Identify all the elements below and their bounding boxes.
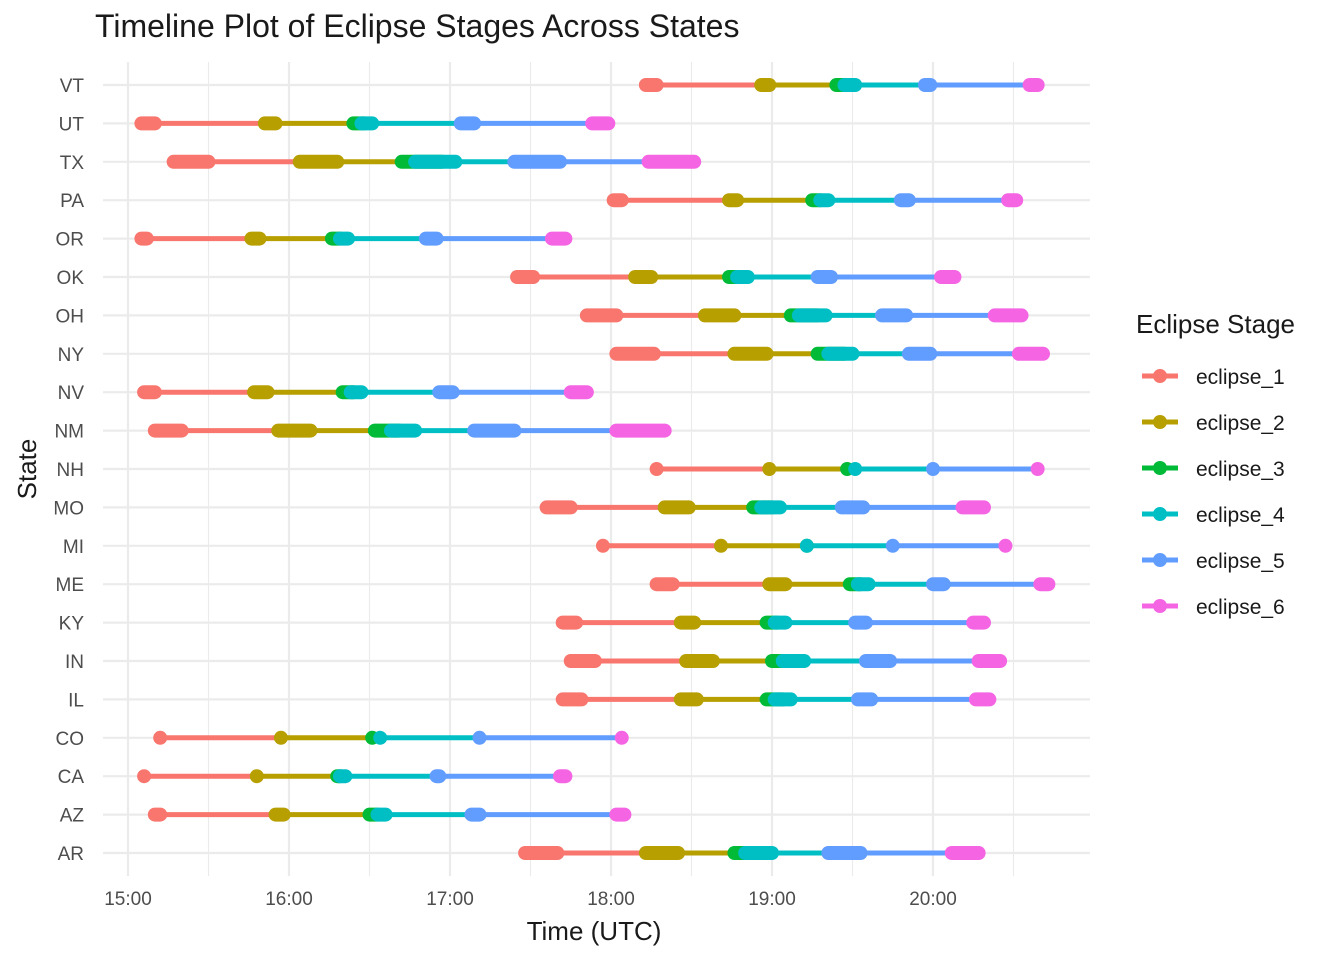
y-axis: VT UT TX PA OR OK OH NY NV NM NH MO MI ME KY IN IL CO CA AZ… bbox=[53, 76, 84, 865]
y-tick-label: UT bbox=[59, 114, 85, 135]
y-tick-label: TX bbox=[60, 153, 85, 174]
legend-item-eclipse_6: eclipse_6 bbox=[1142, 596, 1285, 619]
x-axis-title: Time (UTC) bbox=[527, 916, 662, 946]
y-tick-label: AR bbox=[58, 844, 84, 865]
legend-key-point bbox=[1153, 369, 1167, 383]
y-tick-label: OR bbox=[56, 230, 85, 251]
legend-key-point bbox=[1153, 461, 1167, 475]
legend-key-point bbox=[1153, 553, 1167, 567]
legend-label: eclipse_3 bbox=[1196, 458, 1285, 481]
legend-key-point bbox=[1153, 507, 1167, 521]
x-tick-label: 19:00 bbox=[748, 889, 796, 910]
legend-label: eclipse_2 bbox=[1196, 412, 1285, 435]
x-axis: 15:00 16:00 17:00 18:00 19:00 20:00 bbox=[104, 889, 957, 910]
x-tick-label: 20:00 bbox=[909, 889, 957, 910]
legend-item-eclipse_5: eclipse_5 bbox=[1142, 550, 1285, 573]
y-tick-label: CA bbox=[58, 767, 85, 788]
y-tick-label: CO bbox=[56, 729, 85, 750]
y-tick-label: VT bbox=[60, 76, 85, 97]
legend-item-eclipse_3: eclipse_3 bbox=[1142, 458, 1285, 481]
legend-label: eclipse_1 bbox=[1196, 366, 1285, 389]
y-tick-label: MO bbox=[53, 498, 84, 519]
x-tick-label: 16:00 bbox=[265, 889, 313, 910]
y-tick-label: NM bbox=[54, 422, 84, 443]
y-tick-label: IN bbox=[65, 652, 84, 673]
y-tick-label: OK bbox=[57, 268, 85, 289]
y-tick-label: NY bbox=[58, 345, 85, 366]
y-tick-label: NH bbox=[57, 460, 84, 481]
x-tick-label: 15:00 bbox=[104, 889, 152, 910]
y-tick-label: PA bbox=[60, 191, 84, 212]
legend-item-eclipse_2: eclipse_2 bbox=[1142, 412, 1285, 435]
x-tick-label: 17:00 bbox=[426, 889, 474, 910]
y-tick-label: NV bbox=[58, 383, 85, 404]
y-tick-label: AZ bbox=[60, 806, 85, 827]
y-tick-label: OH bbox=[56, 306, 85, 327]
y-axis-title: State bbox=[12, 439, 42, 500]
y-tick-label: ME bbox=[56, 575, 85, 596]
legend-label: eclipse_6 bbox=[1196, 596, 1285, 619]
legend-item-eclipse_1: eclipse_1 bbox=[1142, 366, 1285, 389]
legend-title: Eclipse Stage bbox=[1136, 309, 1295, 339]
y-tick-label: MI bbox=[63, 537, 84, 558]
legend-key-point bbox=[1153, 415, 1167, 429]
legend-label: eclipse_5 bbox=[1196, 550, 1285, 573]
x-tick-label: 18:00 bbox=[587, 889, 635, 910]
y-tick-label: IL bbox=[68, 690, 84, 711]
legend-label: eclipse_4 bbox=[1196, 504, 1285, 527]
y-tick-label: KY bbox=[59, 614, 85, 635]
legend-key-point bbox=[1153, 599, 1167, 613]
chart-title: Timeline Plot of Eclipse Stages Across S… bbox=[95, 8, 740, 44]
legend-item-eclipse_4: eclipse_4 bbox=[1142, 504, 1285, 527]
legend: Eclipse Stage eclipse_1 eclipse_2 eclipse_… bbox=[1136, 309, 1295, 619]
series-marks bbox=[134, 78, 1056, 860]
